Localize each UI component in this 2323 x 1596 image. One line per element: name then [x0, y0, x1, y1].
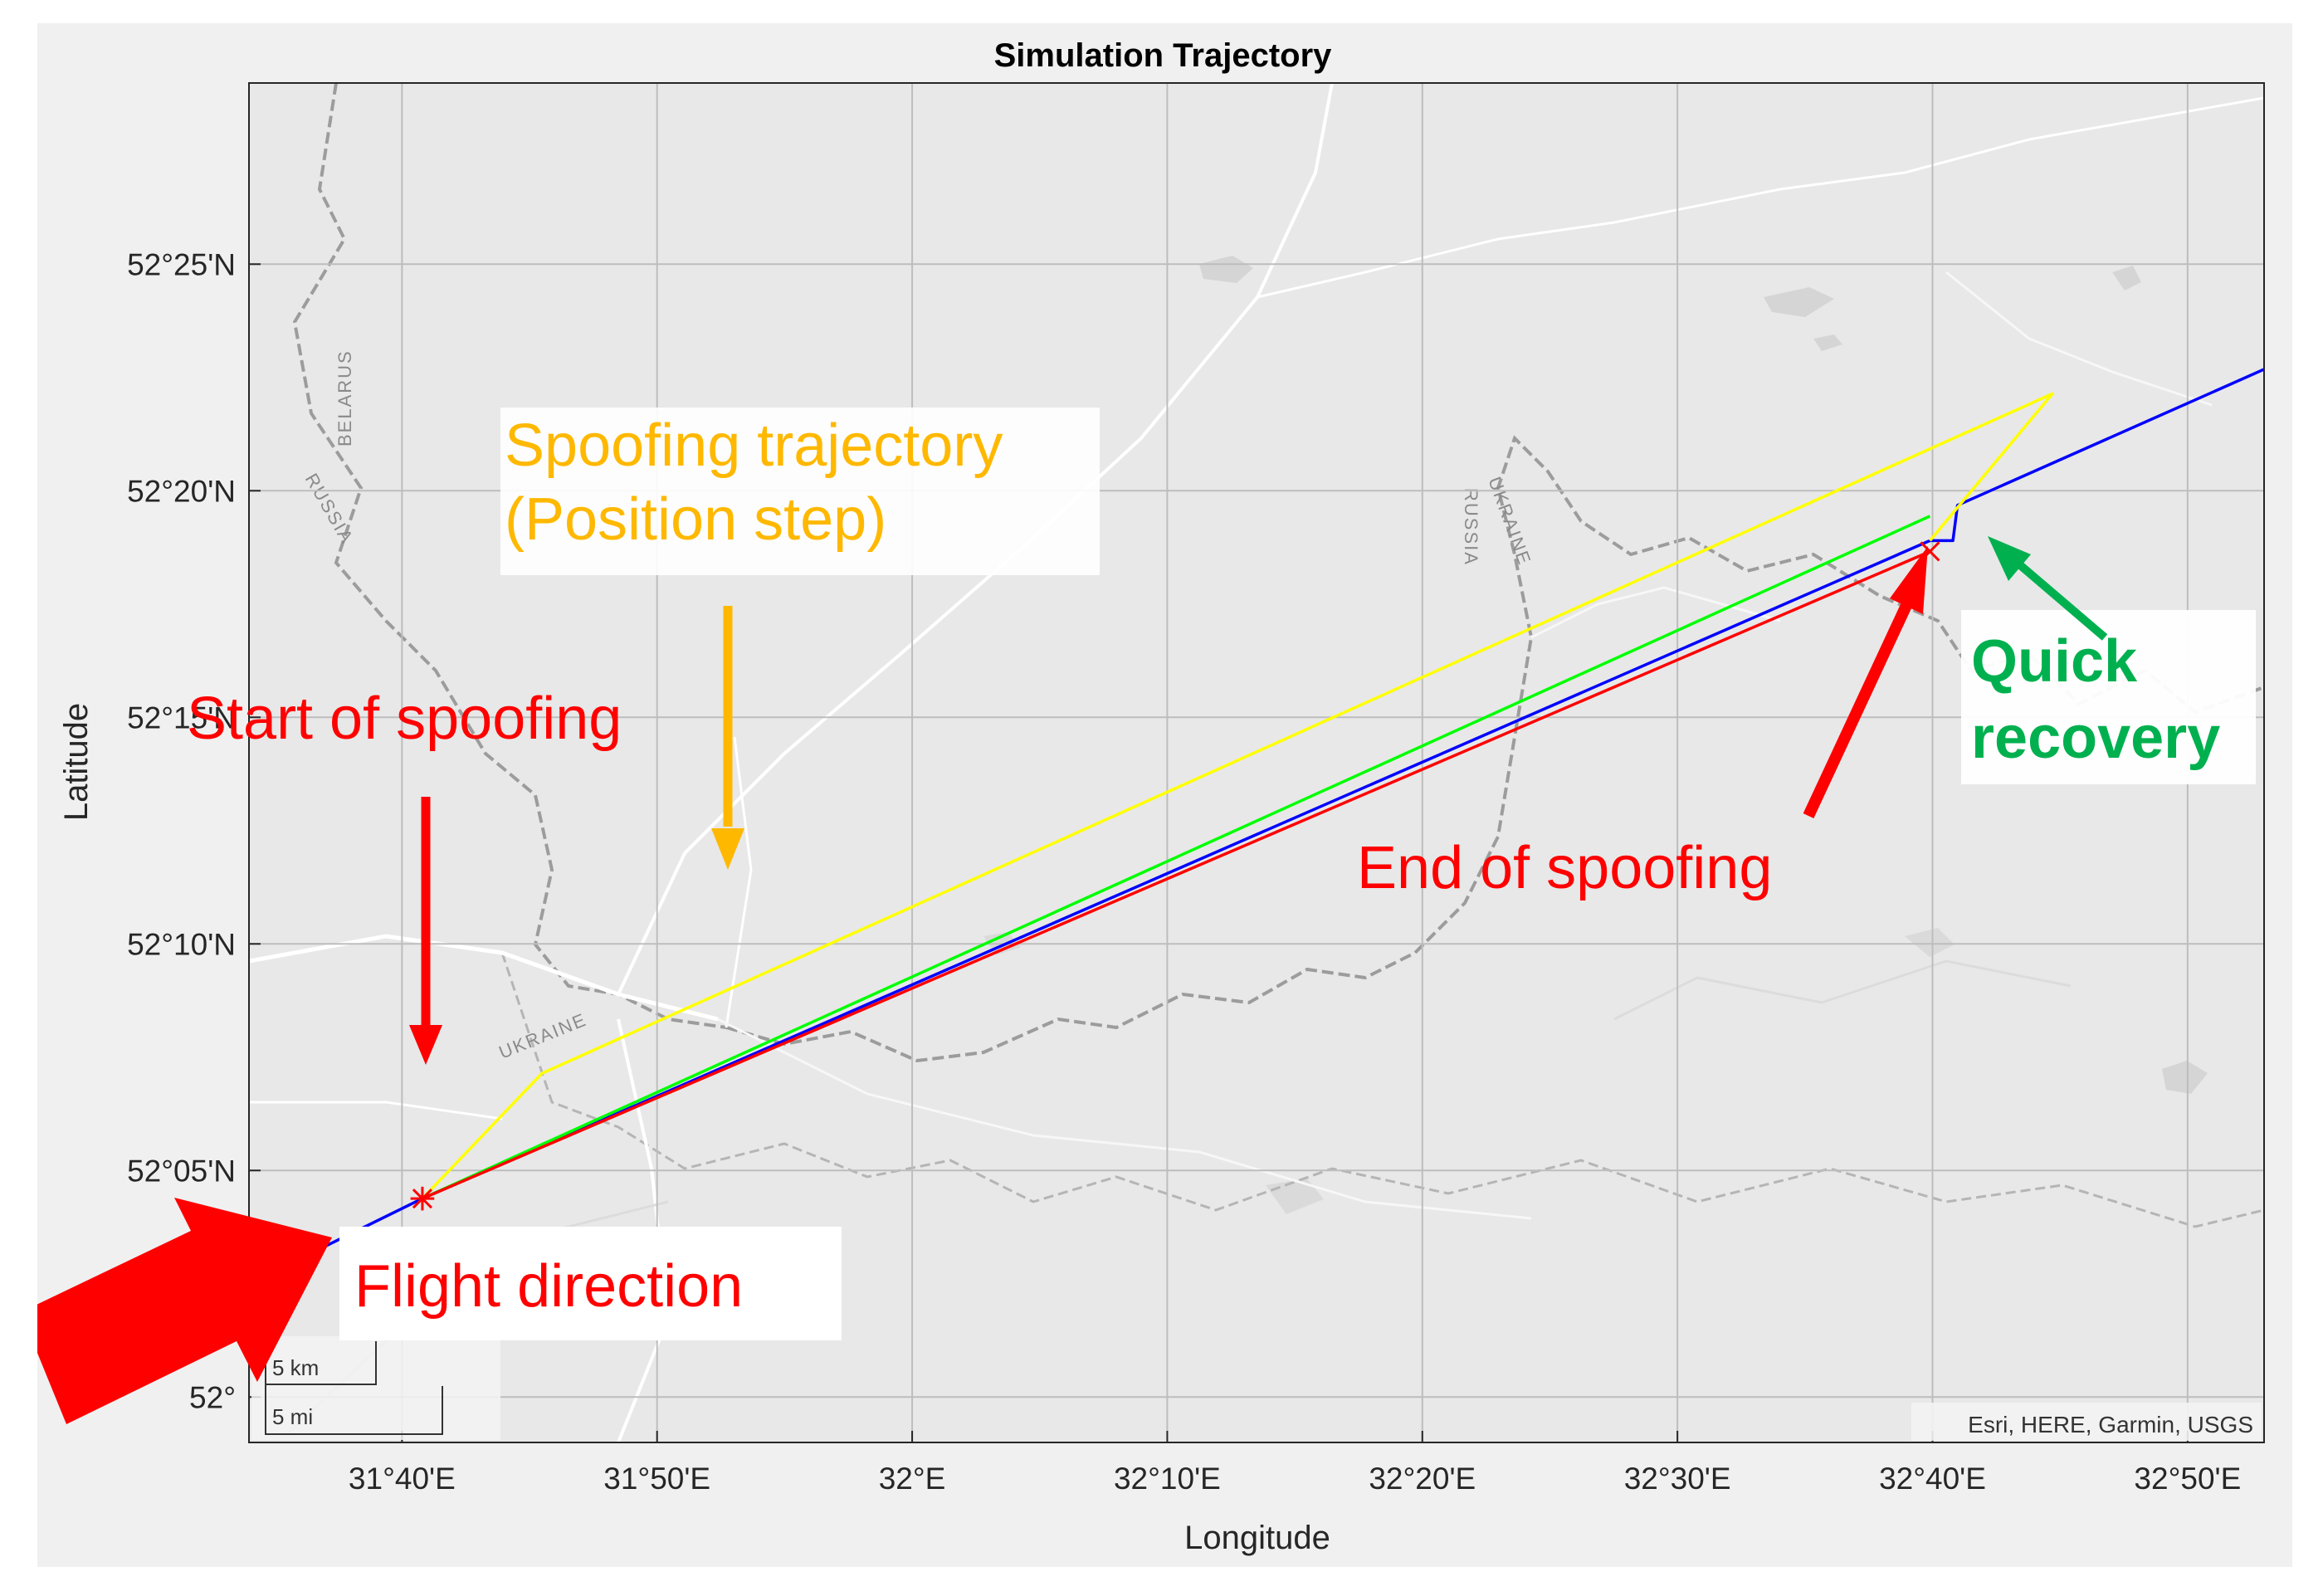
- x-tick-label: 31°50'E: [603, 1462, 710, 1496]
- annotation-spoofing-trajectory: Spoofing trajectory (Position step): [500, 408, 1100, 575]
- annotation-start-of-spoofing: Start of spoofing: [187, 686, 622, 752]
- x-tick-label: 32°20'E: [1369, 1462, 1476, 1496]
- figure: Simulation Trajectory: [37, 23, 2292, 1567]
- y-tick-labels: 52°25'N 52°20'N 52°15'N 52°10'N 52°05'N 52°: [127, 247, 236, 1414]
- x-tick-label: 31°40'E: [349, 1462, 456, 1496]
- annotation-flight-direction: Flight direction: [339, 1227, 842, 1340]
- map-background: [249, 83, 2264, 1442]
- trajectory-spoofing: [421, 392, 2054, 1200]
- x-tick-labels: 31°40'E 31°50'E 32°E 32°10'E 32°20'E 32°30'E 3…: [349, 1462, 2241, 1496]
- annotation-end-of-spoofing: End of spoofing: [1357, 835, 1772, 901]
- x-tick-label: 32°40'E: [1879, 1462, 1986, 1496]
- arrow-spoofing-trajectory: [711, 606, 744, 870]
- map-area[interactable]: BELARUS RUSSIA UKRAINE RUSSIA UKRAINE: [248, 82, 2265, 1443]
- x-tick-label: 32°E: [879, 1462, 946, 1496]
- x-axis-label: Longitude: [1184, 1520, 1330, 1556]
- y-tick-label: 52°05'N: [127, 1154, 236, 1188]
- trajectory-estimated: [422, 515, 1931, 1200]
- country-label-belarus: BELARUS: [334, 349, 355, 447]
- y-tick-label: 52°15'N: [127, 700, 236, 735]
- x-tick-label: 32°50'E: [2134, 1462, 2241, 1496]
- start-marker: [410, 1186, 435, 1211]
- svg-text:(Position step): (Position step): [505, 486, 886, 553]
- border-south: [500, 952, 2264, 1228]
- border-belarus-russia: [292, 83, 727, 1029]
- scale-bar: 5 km 5 mi: [251, 1336, 500, 1440]
- x-tick-label: 32°10'E: [1114, 1462, 1221, 1496]
- y-axis-label: Latitude: [58, 703, 95, 821]
- border-russia-ukraine: [725, 435, 2264, 1063]
- trajectory-spoofed-receiver: [422, 549, 1931, 1200]
- arrow-end-of-spoofing: [1803, 546, 1928, 818]
- y-tick-label: 52°: [189, 1380, 236, 1414]
- arrow-quick-recovery: [1988, 536, 2108, 641]
- x-tick-label: 32°30'E: [1624, 1462, 1731, 1496]
- basemap-features: BELARUS RUSSIA UKRAINE RUSSIA UKRAINE: [249, 83, 2264, 1442]
- svg-text:Start of spoofing: Start of spoofing: [187, 686, 622, 752]
- svg-text:Spoofing trajectory: Spoofing trajectory: [505, 412, 1003, 479]
- y-tick-label: 52°10'N: [127, 927, 236, 961]
- arrow-start-of-spoofing: [409, 797, 442, 1065]
- svg-text:Flight direction: Flight direction: [354, 1253, 743, 1320]
- svg-text:End of spoofing: End of spoofing: [1357, 835, 1772, 901]
- svg-text:Quick: Quick: [1971, 628, 2138, 695]
- annotation-quick-recovery: Quick recovery: [1961, 610, 2256, 784]
- y-tick-label: 52°20'N: [127, 474, 236, 508]
- scale-bar-mi: 5 mi: [272, 1404, 313, 1429]
- country-label-russia-east: RUSSIA: [1461, 488, 1481, 566]
- trajectory-true-path: [249, 368, 2264, 1286]
- svg-text:Esri, HERE, Garmin, USGS: Esri, HERE, Garmin, USGS: [1968, 1412, 2253, 1437]
- attribution: Esri, HERE, Garmin, USGS: [1911, 1403, 2262, 1441]
- y-tick-label: 52°25'N: [127, 247, 236, 281]
- flight-direction-arrow: [37, 1198, 332, 1424]
- plot-border: [248, 82, 2265, 1443]
- scale-bar-km: 5 km: [272, 1355, 319, 1380]
- plot-title: Simulation Trajectory: [994, 37, 1333, 74]
- svg-text:recovery: recovery: [1971, 705, 2220, 771]
- trajectory-layer: [249, 368, 2264, 1286]
